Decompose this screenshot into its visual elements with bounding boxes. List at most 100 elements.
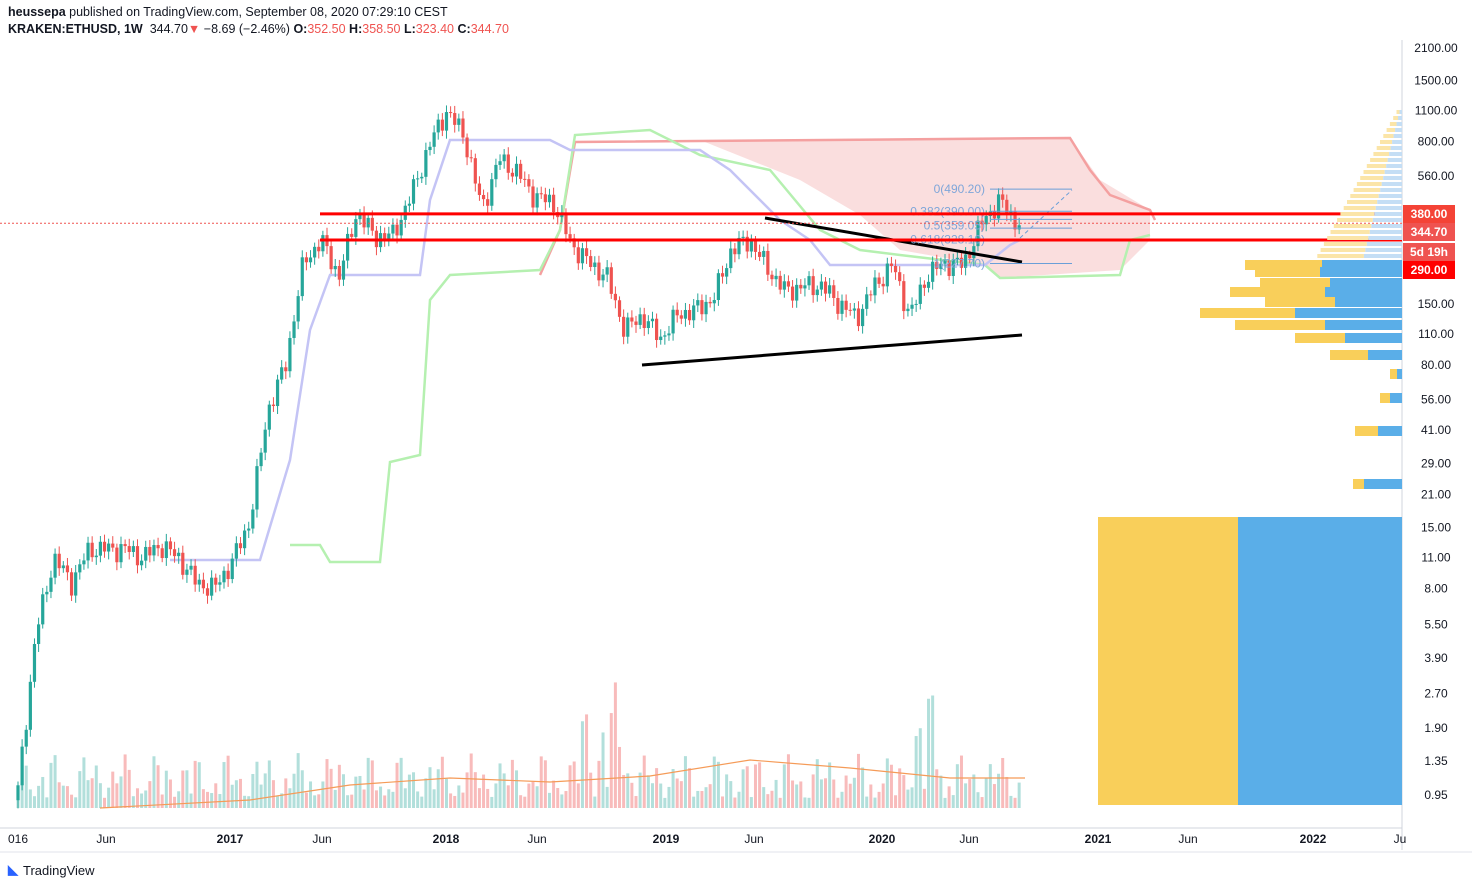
candle-body	[197, 579, 201, 585]
candle-body	[729, 248, 733, 269]
volume-bar	[935, 769, 939, 808]
candle-body	[107, 543, 111, 552]
volume-bar	[193, 760, 197, 808]
volume-bar	[630, 782, 634, 808]
volume-bar	[428, 767, 432, 808]
candle-body	[873, 277, 877, 296]
candle-body	[164, 541, 168, 559]
candle-body	[655, 318, 659, 341]
volume-bar	[341, 774, 345, 808]
volume-bar	[795, 784, 799, 808]
volume-bar	[482, 774, 486, 808]
volume-bar	[959, 755, 963, 808]
price-tag-label: 5d 19h	[1410, 245, 1448, 259]
candle-body	[959, 257, 964, 268]
volume-bar	[222, 762, 226, 808]
candle-body	[778, 275, 782, 290]
candle-body	[457, 118, 461, 125]
volume-bar	[815, 759, 819, 808]
candle-body	[411, 179, 416, 204]
volume-bar	[589, 772, 593, 808]
candle-body	[234, 543, 238, 559]
volume-bar	[309, 781, 313, 808]
volume-bar	[688, 768, 692, 808]
candle-body	[848, 309, 852, 311]
volume-bar	[107, 787, 111, 808]
volume-profile-bar-down	[1398, 116, 1402, 120]
volume-bar	[238, 778, 242, 808]
volume-bar	[28, 789, 32, 808]
candle-body	[354, 219, 358, 237]
candle-body	[539, 193, 543, 195]
volume-bar	[519, 795, 523, 808]
volume-bar	[296, 753, 300, 808]
candle-body	[786, 281, 791, 287]
volume-bar	[918, 728, 922, 808]
candle-body	[65, 565, 70, 573]
volume-bar	[78, 771, 82, 808]
candle-body	[650, 318, 655, 322]
candle-body	[383, 233, 387, 240]
candle-body	[877, 277, 881, 284]
candle-body	[119, 544, 123, 563]
volume-bar	[955, 764, 959, 808]
candle-body	[1001, 194, 1005, 200]
volume-bar	[416, 791, 420, 808]
candle-body	[370, 217, 374, 231]
volume-bar	[181, 770, 185, 808]
volume-profile-bar-up	[1347, 200, 1378, 204]
volume-bar	[362, 789, 366, 808]
volume-profile-bar-up	[1386, 128, 1396, 132]
candle-body	[584, 248, 589, 257]
volume-bar	[708, 784, 712, 808]
volume-bar	[976, 792, 980, 808]
volume-bar	[185, 770, 189, 808]
candle-body	[523, 178, 527, 180]
volume-bar	[226, 755, 230, 808]
volume-bar	[593, 796, 597, 808]
candle-body	[865, 294, 869, 309]
volume-profile-bar-down	[1389, 152, 1402, 156]
volume-bar	[313, 795, 317, 808]
volume-bar	[964, 783, 968, 808]
volume-bar	[906, 789, 910, 808]
candle-body	[745, 236, 749, 252]
volume-bar	[164, 770, 168, 808]
volume-bar	[716, 761, 720, 808]
volume-profile-bar-up	[1366, 164, 1387, 168]
volume-bar	[280, 793, 284, 808]
volume-bar	[477, 788, 481, 808]
volume-bar	[947, 786, 951, 808]
candle-body	[622, 316, 626, 337]
volume-bar	[346, 795, 350, 808]
volume-bar	[403, 788, 407, 808]
candle-body	[346, 233, 350, 261]
volume-bar	[70, 794, 74, 808]
tradingview-logo[interactable]: ◣ TradingView	[8, 862, 95, 878]
volume-bar	[515, 770, 519, 808]
volume-bar	[992, 784, 996, 808]
candle-body	[774, 275, 778, 280]
volume-profile-bar-up	[1389, 122, 1397, 126]
candle-body	[90, 542, 94, 558]
volume-bar	[65, 786, 69, 808]
volume-bar	[358, 775, 362, 808]
candle-body	[420, 176, 424, 179]
candle-body	[535, 193, 539, 208]
volume-profile-bar-down	[1368, 350, 1402, 360]
volume-bar	[498, 763, 502, 808]
volume-bar	[580, 721, 584, 808]
publisher[interactable]: heussepa	[8, 5, 66, 19]
volume-profile-bar-down	[1387, 158, 1402, 162]
symbol-name: KRAKEN:ETHUSD, 1W	[8, 22, 143, 36]
candle-body	[341, 260, 346, 280]
candle-body	[580, 248, 585, 264]
volume-bar	[90, 778, 94, 808]
volume-profile-bar-down	[1369, 230, 1402, 234]
candle-body	[424, 150, 428, 177]
volume-bar	[407, 774, 411, 808]
candle-body	[720, 273, 725, 277]
volume-profile-bar-up	[1380, 140, 1393, 144]
volume-bar	[304, 792, 308, 808]
